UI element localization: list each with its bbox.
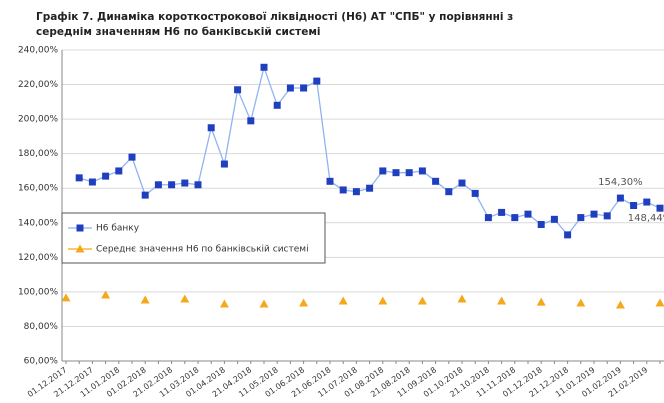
point xyxy=(458,179,466,187)
y-tick-label: 100,00% xyxy=(18,287,58,297)
point xyxy=(656,204,664,212)
point xyxy=(379,167,387,175)
legend-marker xyxy=(76,224,84,232)
point xyxy=(352,188,360,196)
point xyxy=(75,174,83,182)
point xyxy=(615,300,625,309)
point xyxy=(313,77,321,85)
point xyxy=(101,290,111,299)
point xyxy=(590,210,598,218)
point xyxy=(643,198,651,206)
point xyxy=(247,117,255,125)
point xyxy=(273,101,281,109)
point xyxy=(300,84,308,92)
point xyxy=(405,169,413,177)
y-tick-label: 240,00% xyxy=(18,46,58,56)
y-tick-label: 120,00% xyxy=(18,253,58,263)
point xyxy=(219,299,229,308)
point xyxy=(550,215,558,223)
series-line xyxy=(79,64,661,236)
y-tick-label: 80,00% xyxy=(24,322,59,332)
point xyxy=(576,298,586,307)
y-tick-label: 180,00% xyxy=(18,149,58,159)
point xyxy=(260,63,268,71)
point xyxy=(102,172,110,180)
point xyxy=(418,167,426,175)
point xyxy=(194,181,202,189)
point xyxy=(286,84,294,92)
point xyxy=(115,167,123,175)
point xyxy=(524,210,532,218)
point xyxy=(88,178,96,186)
point xyxy=(234,86,242,94)
legend-label: Н6 банку xyxy=(96,224,140,234)
point xyxy=(471,189,479,197)
y-tick-label: 140,00% xyxy=(18,218,58,228)
y-tick-label: 200,00% xyxy=(18,115,58,125)
point xyxy=(207,124,215,132)
y-tick-label: 160,00% xyxy=(18,184,58,194)
legend-box xyxy=(61,212,326,264)
point xyxy=(511,214,519,222)
point xyxy=(432,177,440,185)
legend-marker xyxy=(75,244,85,253)
point xyxy=(537,221,545,229)
point xyxy=(366,184,374,192)
point xyxy=(445,188,453,196)
point xyxy=(339,186,347,194)
point xyxy=(392,169,400,177)
y-tick-label: 60,00% xyxy=(24,357,59,367)
point xyxy=(498,208,506,216)
point xyxy=(168,181,176,189)
point xyxy=(378,296,388,305)
point xyxy=(536,297,546,306)
point xyxy=(564,231,572,239)
point xyxy=(497,296,507,305)
point xyxy=(655,298,664,307)
point xyxy=(141,191,149,199)
point xyxy=(259,299,269,308)
point xyxy=(181,179,189,187)
point xyxy=(457,294,467,303)
data-label: 154,30% xyxy=(598,177,643,188)
point xyxy=(140,295,150,304)
point xyxy=(417,296,427,305)
data-label: 148,44% xyxy=(628,213,664,224)
point xyxy=(220,160,228,168)
point xyxy=(616,194,624,202)
point xyxy=(180,294,190,303)
point xyxy=(154,181,162,189)
point xyxy=(603,212,611,220)
point xyxy=(61,293,71,302)
point xyxy=(338,296,348,305)
point xyxy=(326,177,334,185)
point xyxy=(484,214,492,222)
point xyxy=(299,298,309,307)
y-tick-label: 220,00% xyxy=(18,80,58,90)
legend-label: Середнє значення Н6 по банківській систе… xyxy=(96,245,309,255)
point xyxy=(577,214,585,222)
point xyxy=(630,202,638,209)
point xyxy=(128,153,136,161)
chart-title: Графік 7. Динаміка короткострокової лікв… xyxy=(36,11,514,38)
